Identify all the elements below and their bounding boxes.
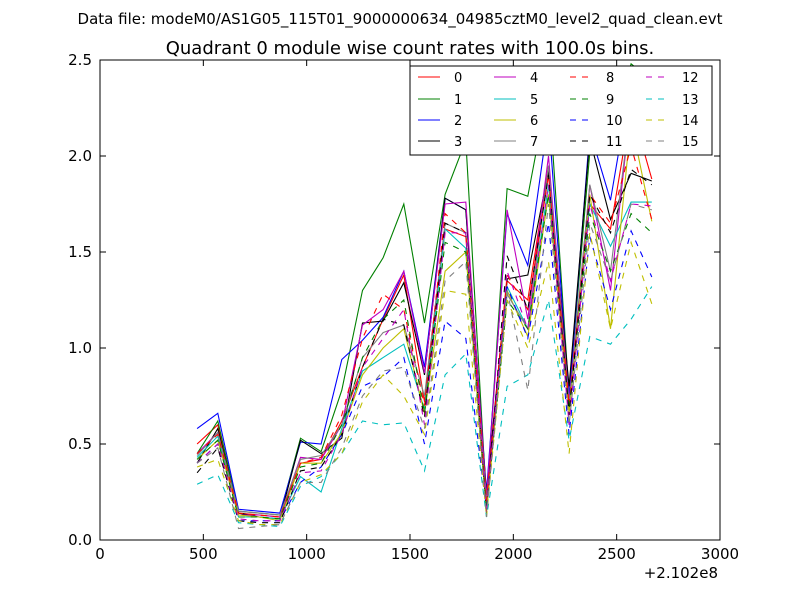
series-line-11 — [196, 168, 653, 524]
legend-label-3: 3 — [454, 135, 462, 150]
x-tick-label: 0 — [95, 545, 105, 563]
series-line-15 — [196, 203, 652, 530]
series-line-14 — [196, 232, 653, 526]
legend-label-8: 8 — [606, 71, 614, 86]
x-tick-label: 1000 — [288, 545, 326, 563]
y-tick-label: 0.5 — [68, 435, 92, 453]
legend-label-0: 0 — [454, 71, 462, 86]
y-tick-label: 1.5 — [68, 243, 92, 261]
legend-label-1: 1 — [454, 93, 462, 108]
legend-label-10: 10 — [606, 114, 623, 129]
y-tick-label: 2.5 — [68, 51, 92, 69]
series-line-3 — [196, 138, 652, 520]
y-tick-label: 0.0 — [68, 531, 92, 549]
series-line-0 — [196, 105, 653, 518]
legend-label-13: 13 — [682, 93, 699, 108]
series-line-4 — [196, 101, 653, 518]
y-tick-label: 2.0 — [68, 147, 92, 165]
legend-label-6: 6 — [530, 114, 538, 129]
y-axis-ticks: 0.0 0.5 1.0 1.5 2.0 2.5 — [68, 51, 720, 549]
x-axis-ticks: 0 500 1000 1500 2000 2500 3000 — [95, 60, 739, 563]
legend-label-9: 9 — [606, 93, 614, 108]
legend-frame — [409, 65, 713, 156]
x-tick-label: 2500 — [598, 545, 636, 563]
y-tick-label: 1.0 — [68, 339, 92, 357]
legend-label-12: 12 — [682, 71, 699, 86]
series-line-7 — [196, 102, 653, 516]
chart-title: Quadrant 0 module wise count rates with … — [166, 38, 655, 59]
legend-label-14: 14 — [682, 114, 699, 129]
series-line-8 — [196, 144, 653, 518]
legend-label-5: 5 — [530, 93, 538, 108]
x-tick-label: 500 — [189, 545, 218, 563]
legend-label-11: 11 — [606, 135, 623, 150]
legend-label-7: 7 — [530, 135, 538, 150]
x-tick-label: 3000 — [701, 545, 739, 563]
legend-label-15: 15 — [682, 135, 699, 150]
series-line-10 — [196, 223, 653, 522]
legend-label-2: 2 — [454, 114, 462, 129]
series-line-13 — [196, 286, 653, 528]
x-tick-label: 2000 — [494, 545, 532, 563]
x-axis-offset-label: +2.102e8 — [644, 564, 718, 582]
plot-lines — [196, 62, 653, 530]
legend-label-4: 4 — [530, 71, 538, 86]
chart-suptitle: Data file: modeM0/AS1G05_115T01_90000006… — [78, 10, 723, 29]
x-tick-label: 1500 — [391, 545, 429, 563]
